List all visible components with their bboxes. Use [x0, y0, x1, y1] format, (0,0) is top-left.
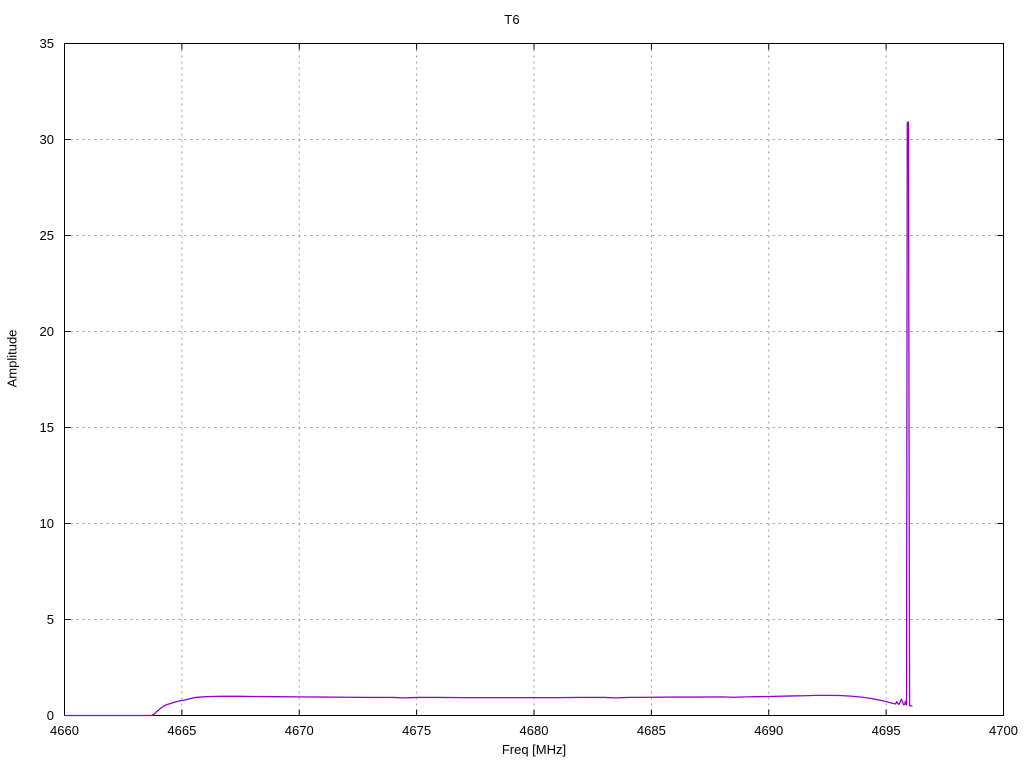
x-tick-label: 4660 [50, 722, 79, 738]
x-tick-label: 4675 [402, 722, 432, 738]
x-tick-label: 4700 [989, 722, 1018, 738]
x-tick-label: 4670 [284, 722, 314, 738]
plot-frame [64, 43, 1004, 716]
x-tick-label: 4690 [754, 722, 784, 738]
y-tick-label: 35 [39, 35, 54, 51]
y-tick-label: 5 [46, 611, 54, 627]
y-tick-label: 30 [39, 131, 54, 147]
y-tick-label: 20 [39, 323, 54, 339]
series-line-0 [63, 121, 913, 717]
y-tick-label: 10 [39, 515, 54, 531]
gridlines [64, 43, 1004, 716]
y-tick-label: 25 [39, 227, 54, 243]
x-tick-label: 4665 [167, 722, 197, 738]
x-axis-label: Freq [MHz] [501, 742, 567, 757]
x-tick-label: 4695 [871, 722, 901, 738]
x-tick-label: 4680 [519, 722, 549, 738]
chart-title: T6 [504, 12, 520, 27]
x-tick-label: 4685 [636, 722, 666, 738]
data-series-group [63, 121, 913, 717]
y-tick-label: 0 [46, 707, 54, 723]
y-tick-label: 15 [39, 419, 54, 435]
